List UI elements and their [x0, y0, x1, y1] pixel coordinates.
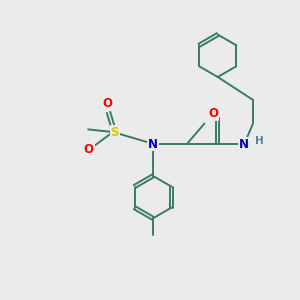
Text: O: O	[208, 107, 218, 120]
Text: H: H	[255, 136, 263, 146]
Text: N: N	[239, 138, 249, 151]
Text: O: O	[102, 97, 112, 110]
Text: O: O	[84, 143, 94, 157]
Text: N: N	[148, 138, 158, 151]
Text: S: S	[110, 126, 119, 139]
